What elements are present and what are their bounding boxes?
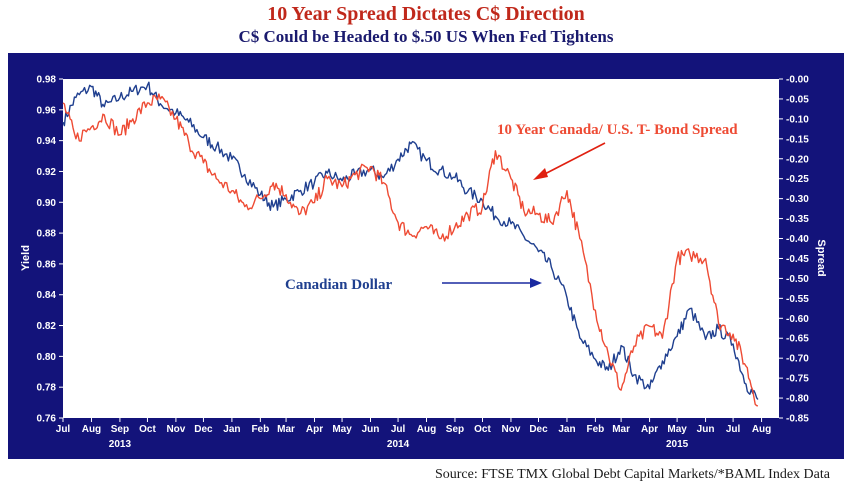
x-tick-label: Jan [558, 424, 575, 435]
series-line-canadian-dollar [62, 81, 759, 400]
x-tick-label: Mar [277, 424, 295, 435]
x-tick-label: Apr [306, 424, 323, 435]
chart-subtitle: C$ Could be Headed to $.50 US When Fed T… [238, 27, 614, 46]
y2-tick-label: -0.10 [786, 114, 809, 125]
y-tick-label: 0.88 [37, 229, 57, 240]
y2-tick-label: -0.25 [786, 174, 809, 185]
x-tick-label: Aug [417, 424, 436, 435]
x-tick-label: Dec [194, 424, 213, 435]
x-tick-label: Feb [587, 424, 605, 435]
chart-title: 10 Year Spread Dictates C$ Direction [267, 3, 585, 25]
x-tick-label: May [332, 424, 352, 435]
y2-tick-label: -0.40 [786, 234, 809, 245]
x-tick-label: Oct [474, 424, 491, 435]
y-tick-label: 0.86 [37, 259, 57, 270]
y2-tick-label: -0.75 [786, 374, 809, 385]
plot-area [63, 79, 779, 418]
x-tick-label: Dec [529, 424, 548, 435]
spread-arrow-head [533, 168, 548, 180]
y-tick-label: 0.76 [37, 414, 57, 425]
y2-tick-label: -0.20 [786, 154, 809, 165]
source-note: Source: FTSE TMX Global Debt Capital Mar… [434, 467, 830, 482]
x-year-label: 2013 [109, 439, 132, 450]
y2-tick-label: -0.15 [786, 134, 809, 145]
y2-tick-label: -0.45 [786, 254, 809, 265]
y2-tick-label: -0.05 [786, 94, 809, 105]
x-tick-label: Mar [612, 424, 630, 435]
y-tick-label: 0.84 [37, 290, 57, 301]
y2-axis-label: Spread [815, 239, 827, 276]
y-tick-label: 0.78 [37, 383, 57, 394]
x-year-label: 2015 [666, 439, 689, 450]
y2-tick-label: -0.35 [786, 214, 809, 225]
spread-annotation-arrow [536, 142, 606, 179]
y-tick-label: 0.90 [37, 198, 57, 209]
x-tick-label: Nov [502, 424, 521, 435]
cad-annotation-label: Canadian Dollar [285, 277, 392, 293]
x-tick-label: Jul [56, 424, 71, 435]
x-tick-label: Jun [362, 424, 380, 435]
x-tick-label: Sep [446, 424, 464, 435]
x-tick-label: Jan [223, 424, 240, 435]
y-tick-label: 0.96 [37, 105, 57, 116]
y-tick-label: 0.80 [37, 352, 57, 363]
x-tick-label: Jul [726, 424, 741, 435]
x-tick-label: Aug [752, 424, 771, 435]
y2-tick-label: -0.00 [786, 75, 809, 86]
y2-tick-label: -0.70 [786, 354, 809, 365]
y2-tick-label: -0.55 [786, 294, 809, 305]
spread-annotation-label: 10 Year Canada/ U.S. T- Bond Spread [497, 122, 738, 138]
x-tick-label: Nov [166, 424, 185, 435]
y-tick-label: 0.94 [37, 136, 57, 147]
cad-arrow-head [530, 278, 542, 288]
y2-tick-label: -0.60 [786, 314, 809, 325]
series-line-bond-spread [62, 93, 759, 407]
y-tick-label: 0.92 [37, 167, 57, 178]
x-tick-label: Oct [139, 424, 156, 435]
x-tick-label: Sep [111, 424, 129, 435]
y2-tick-label: -0.80 [786, 394, 809, 405]
x-tick-label: Jul [391, 424, 406, 435]
x-tick-label: Jun [697, 424, 715, 435]
y-tick-label: 0.98 [37, 75, 57, 86]
y2-tick-label: -0.50 [786, 274, 809, 285]
x-tick-label: May [667, 424, 687, 435]
y2-tick-label: -0.30 [786, 194, 809, 205]
x-tick-label: Aug [82, 424, 101, 435]
x-year-label: 2014 [387, 439, 410, 450]
y-axis-label: Yield [20, 245, 32, 271]
y2-tick-label: -0.85 [786, 414, 809, 425]
x-tick-label: Apr [641, 424, 658, 435]
x-tick-label: Feb [251, 424, 269, 435]
y-tick-label: 0.82 [37, 321, 57, 332]
y2-tick-label: -0.65 [786, 334, 809, 345]
